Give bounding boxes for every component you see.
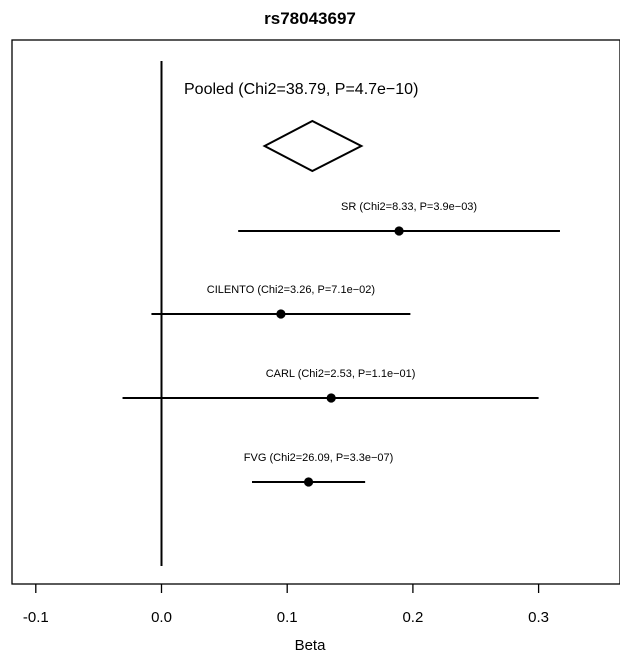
pooled-label: Pooled (Chi2=38.79, P=4.7e−10) — [184, 81, 418, 98]
x-tick-label-2: 0.1 — [277, 609, 298, 626]
point-sr — [394, 226, 404, 236]
x-axis: -0.1 0.0 0.1 0.2 0.3 — [23, 584, 549, 626]
chart-title: rs78043697 — [264, 9, 356, 28]
study-label-sr: SR (Chi2=8.33, P=3.9e−03) — [341, 201, 477, 213]
pooled-diamond — [262, 119, 364, 173]
x-tick-label-3: 0.2 — [402, 609, 423, 626]
point-fvg — [303, 477, 314, 487]
x-axis-title: Beta — [295, 637, 327, 654]
plot-frame — [11, 39, 620, 585]
study-label-fvg: FVG (Chi2=26.09, P=3.3e−07) — [244, 452, 394, 464]
x-tick-label-0: -0.1 — [23, 609, 49, 626]
x-tick-label-4: 0.3 — [528, 609, 549, 626]
point-cilento — [276, 309, 286, 319]
x-tick-label-1: 0.0 — [151, 609, 172, 626]
point-carl — [326, 393, 336, 403]
studies-layer: SR (Chi2=8.33, P=3.9e−03) CILENTO (Chi2=3… — [122, 201, 560, 487]
pooled-layer: Pooled (Chi2=38.79, P=4.7e−10) — [184, 81, 418, 173]
study-label-cilento: CILENTO (Chi2=3.26, P=7.1e−02) — [207, 284, 375, 296]
study-label-carl: CARL (Chi2=2.53, P=1.1e−01) — [266, 368, 416, 380]
